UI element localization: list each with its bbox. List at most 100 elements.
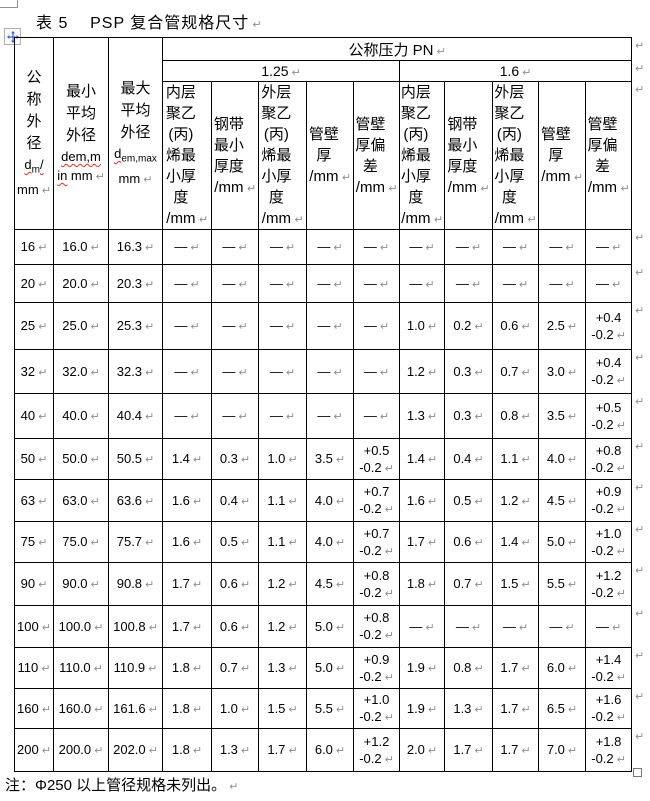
col-header-wall-thickness-dev-125[interactable]: 管壁 厚偏 差 /mm ↵: [353, 81, 400, 230]
cell-pn125-steel[interactable]: 0.6 ↵: [211, 605, 259, 648]
cell-dem-max[interactable]: 32.3 ↵: [108, 349, 163, 394]
cell-pn125-wall[interactable]: — ↵: [306, 264, 354, 303]
cell-dem-min[interactable]: 25.0 ↵: [53, 302, 109, 350]
cell-pn125-inner[interactable]: 1.6 ↵: [162, 521, 212, 563]
cell-pn125-steel[interactable]: 1.3 ↵: [211, 728, 259, 772]
cell-pn16-outer[interactable]: — ↵: [492, 229, 539, 265]
cell-pn16-dev[interactable]: — ↵: [584, 229, 633, 265]
cell-dem-max[interactable]: 100.8 ↵: [108, 605, 163, 648]
cell-pn16-inner[interactable]: 1.4 ↵: [399, 438, 445, 480]
cell-pn125-steel[interactable]: 1.0 ↵: [211, 688, 259, 729]
cell-pn16-wall[interactable]: — ↵: [538, 264, 586, 303]
cell-pn16-wall[interactable]: 3.0 ↵: [538, 349, 586, 394]
cell-dn[interactable]: 32 ↵: [14, 349, 54, 394]
cell-dn[interactable]: 75 ↵: [14, 521, 54, 563]
cell-pn125-wall[interactable]: 5.0 ↵: [306, 647, 354, 689]
cell-pn16-outer[interactable]: 1.4 ↵: [492, 521, 539, 563]
cell-pn125-outer[interactable]: 1.1 ↵: [258, 479, 307, 522]
cell-pn16-outer[interactable]: 1.1 ↵: [492, 438, 539, 480]
cell-pn125-wall[interactable]: 5.5 ↵: [306, 688, 354, 729]
cell-pn125-outer[interactable]: — ↵: [258, 229, 307, 265]
cell-pn16-steel[interactable]: — ↵: [444, 229, 493, 265]
cell-pn125-steel[interactable]: 0.6 ↵: [211, 562, 259, 606]
cell-dn[interactable]: 25 ↵: [14, 302, 54, 350]
cell-pn16-outer[interactable]: 1.7 ↵: [492, 647, 539, 689]
cell-pn16-outer[interactable]: 1.7 ↵: [492, 728, 539, 772]
cell-dem-max[interactable]: 50.5 ↵: [108, 438, 163, 480]
cell-dn[interactable]: 90 ↵: [14, 562, 54, 606]
cell-dem-min[interactable]: 160.0 ↵: [53, 688, 109, 729]
cell-pn125-inner[interactable]: — ↵: [162, 302, 212, 350]
cell-pn125-inner[interactable]: — ↵: [162, 349, 212, 394]
cell-pn16-steel[interactable]: — ↵: [444, 605, 493, 648]
cell-pn16-wall[interactable]: 5.5 ↵: [538, 562, 586, 606]
cell-pn16-inner[interactable]: 1.7 ↵: [399, 521, 445, 563]
cell-dem-min[interactable]: 100.0 ↵: [53, 605, 109, 648]
cell-pn125-outer[interactable]: — ↵: [258, 393, 307, 439]
col-header-nominal-od[interactable]: 公 称 外 径 dm/ mm ↵: [14, 37, 54, 230]
cell-pn125-dev[interactable]: +0.7 -0.2 ↵: [353, 521, 400, 563]
cell-pn16-inner[interactable]: 1.2 ↵: [399, 349, 445, 394]
cell-pn16-wall[interactable]: — ↵: [538, 605, 586, 648]
cell-dem-max[interactable]: 202.0 ↵: [108, 728, 163, 772]
cell-pn125-wall[interactable]: 4.5 ↵: [306, 562, 354, 606]
cell-dn[interactable]: 40 ↵: [14, 393, 54, 439]
cell-dem-max[interactable]: 40.4 ↵: [108, 393, 163, 439]
cell-dem-max[interactable]: 16.3 ↵: [108, 229, 163, 265]
cell-pn16-outer[interactable]: 1.5 ↵: [492, 562, 539, 606]
cell-pn16-dev[interactable]: +1.6 -0.2 ↵: [584, 688, 633, 729]
cell-pn125-wall[interactable]: 4.0 ↵: [306, 521, 354, 563]
cell-dn[interactable]: 110 ↵: [14, 647, 54, 689]
col-header-pn-1-25[interactable]: 1.25 ↵: [162, 60, 400, 82]
cell-pn16-steel[interactable]: 0.3 ↵: [444, 349, 493, 394]
cell-pn16-steel[interactable]: 0.7 ↵: [444, 562, 493, 606]
cell-dem-min[interactable]: 20.0 ↵: [53, 264, 109, 303]
cell-pn125-dev[interactable]: +0.8 -0.2 ↵: [353, 562, 400, 606]
cell-dn[interactable]: 63 ↵: [14, 479, 54, 522]
cell-pn16-wall[interactable]: 7.0 ↵: [538, 728, 586, 772]
cell-pn125-outer[interactable]: 1.0 ↵: [258, 438, 307, 480]
cell-pn16-dev[interactable]: +0.5 -0.2 ↵: [584, 393, 633, 439]
cell-dem-min[interactable]: 63.0 ↵: [53, 479, 109, 522]
cell-pn16-wall[interactable]: 6.5 ↵: [538, 688, 586, 729]
cell-pn125-steel[interactable]: — ↵: [211, 393, 259, 439]
cell-dem-min[interactable]: 110.0 ↵: [53, 647, 109, 689]
cell-dem-max[interactable]: 90.8 ↵: [108, 562, 163, 606]
cell-pn16-inner[interactable]: 1.6 ↵: [399, 479, 445, 522]
cell-pn16-dev[interactable]: +1.4 -0.2 ↵: [584, 647, 633, 689]
cell-pn125-dev[interactable]: +0.5 -0.2 ↵: [353, 438, 400, 480]
cell-dem-min[interactable]: 32.0 ↵: [53, 349, 109, 394]
cell-pn16-steel[interactable]: 1.7 ↵: [444, 728, 493, 772]
cell-pn16-outer[interactable]: 0.7 ↵: [492, 349, 539, 394]
cell-pn125-wall[interactable]: — ↵: [306, 393, 354, 439]
cell-pn16-wall[interactable]: 6.0 ↵: [538, 647, 586, 689]
cell-dem-min[interactable]: 90.0 ↵: [53, 562, 109, 606]
psp-spec-table[interactable]: 公 称 外 径 dm/ mm ↵ 最小 平均 外径 dem,m in mm ↵ 最大…: [14, 37, 633, 772]
cell-pn125-inner[interactable]: — ↵: [162, 229, 212, 265]
cell-pn16-wall[interactable]: 3.5 ↵: [538, 393, 586, 439]
cell-pn125-steel[interactable]: 0.5 ↵: [211, 521, 259, 563]
cell-pn16-dev[interactable]: +0.8 -0.2 ↵: [584, 438, 633, 480]
cell-pn125-inner[interactable]: 1.8 ↵: [162, 728, 212, 772]
cell-dem-min[interactable]: 50.0 ↵: [53, 438, 109, 480]
cell-pn125-outer[interactable]: 1.7 ↵: [258, 728, 307, 772]
cell-dn[interactable]: 100 ↵: [14, 605, 54, 648]
cell-pn16-inner[interactable]: 1.9 ↵: [399, 647, 445, 689]
cell-pn16-dev[interactable]: +0.9 -0.2 ↵: [584, 479, 633, 522]
cell-pn16-inner[interactable]: 1.8 ↵: [399, 562, 445, 606]
cell-pn16-wall[interactable]: 4.0 ↵: [538, 438, 586, 480]
cell-pn125-steel[interactable]: — ↵: [211, 229, 259, 265]
cell-pn16-outer[interactable]: 1.7 ↵: [492, 688, 539, 729]
cell-pn16-dev[interactable]: — ↵: [584, 264, 633, 303]
cell-dem-max[interactable]: 25.3 ↵: [108, 302, 163, 350]
cell-pn125-dev[interactable]: +1.0 -0.2 ↵: [353, 688, 400, 729]
cell-pn16-wall[interactable]: 5.0 ↵: [538, 521, 586, 563]
cell-dn[interactable]: 16 ↵: [14, 229, 54, 265]
col-header-nominal-pressure[interactable]: 公称压力 PN ↵: [161, 37, 633, 61]
cell-pn125-inner[interactable]: 1.8 ↵: [162, 688, 212, 729]
cell-pn16-inner[interactable]: — ↵: [399, 264, 445, 303]
cell-pn16-outer[interactable]: — ↵: [492, 605, 539, 648]
cell-pn125-wall[interactable]: 5.0 ↵: [306, 605, 354, 648]
cell-dn[interactable]: 160 ↵: [14, 688, 54, 729]
cell-pn125-inner[interactable]: 1.7 ↵: [162, 562, 212, 606]
